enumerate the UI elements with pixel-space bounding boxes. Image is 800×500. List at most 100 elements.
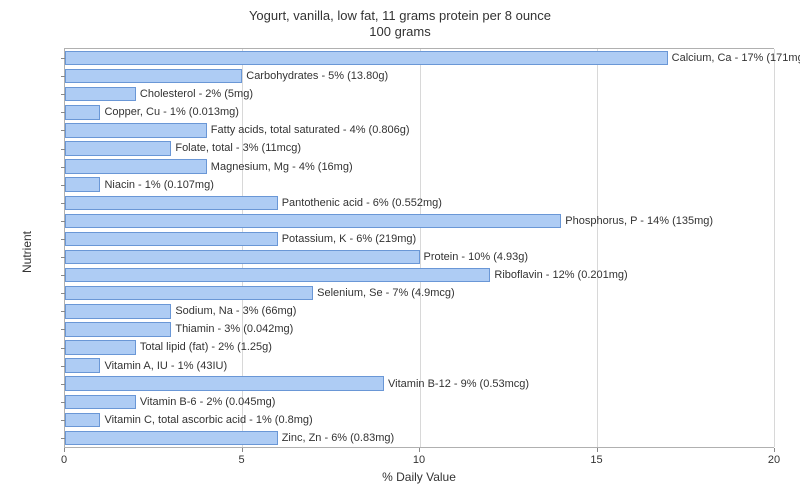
y-tick	[61, 203, 65, 204]
bar	[65, 340, 136, 354]
bar-label: Selenium, Se - 7% (4.9mcg)	[313, 284, 455, 302]
bar	[65, 159, 207, 173]
bar-row: Folate, total - 3% (11mcg)	[65, 139, 774, 157]
bar-label: Zinc, Zn - 6% (0.83mg)	[278, 429, 394, 447]
bar	[65, 87, 136, 101]
y-tick	[61, 149, 65, 150]
bar-row: Pantothenic acid - 6% (0.552mg)	[65, 194, 774, 212]
y-tick	[61, 402, 65, 403]
x-tick-mark	[242, 448, 243, 452]
bar	[65, 51, 668, 65]
bar	[65, 376, 384, 390]
chart-title-line2: 100 grams	[369, 24, 430, 39]
bar-row: Total lipid (fat) - 2% (1.25g)	[65, 338, 774, 356]
bar-row: Vitamin C, total ascorbic acid - 1% (0.8…	[65, 411, 774, 429]
bar-row: Fatty acids, total saturated - 4% (0.806…	[65, 121, 774, 139]
bar	[65, 322, 171, 336]
bar-row: Riboflavin - 12% (0.201mg)	[65, 266, 774, 284]
y-tick	[61, 384, 65, 385]
bar-label: Vitamin C, total ascorbic acid - 1% (0.8…	[100, 411, 312, 429]
chart-title-line1: Yogurt, vanilla, low fat, 11 grams prote…	[249, 8, 551, 23]
bar	[65, 214, 561, 228]
y-tick	[61, 58, 65, 59]
bar	[65, 304, 171, 318]
bars-container: Calcium, Ca - 17% (171mg)Carbohydrates -…	[65, 49, 774, 447]
y-tick	[61, 221, 65, 222]
x-tick-mark	[64, 448, 65, 452]
y-axis-label: Nutrient	[20, 231, 34, 273]
bar	[65, 196, 278, 210]
bar-label: Protein - 10% (4.93g)	[420, 248, 529, 266]
bar-label: Riboflavin - 12% (0.201mg)	[490, 266, 627, 284]
x-tick-mark	[597, 448, 598, 452]
bar	[65, 431, 278, 445]
bar	[65, 268, 490, 282]
bar-row: Protein - 10% (4.93g)	[65, 248, 774, 266]
bar-row: Zinc, Zn - 6% (0.83mg)	[65, 429, 774, 447]
bar	[65, 395, 136, 409]
y-tick	[61, 94, 65, 95]
x-tick-mark	[419, 448, 420, 452]
x-tick-mark	[774, 448, 775, 452]
bar-row: Niacin - 1% (0.107mg)	[65, 176, 774, 194]
bar	[65, 177, 100, 191]
x-tick-label: 5	[222, 454, 262, 466]
y-tick	[61, 130, 65, 131]
nutrient-chart: Yogurt, vanilla, low fat, 11 grams prote…	[0, 0, 800, 500]
bar-label: Magnesium, Mg - 4% (16mg)	[207, 158, 353, 176]
bar-row: Copper, Cu - 1% (0.013mg)	[65, 103, 774, 121]
chart-title: Yogurt, vanilla, low fat, 11 grams prote…	[0, 8, 800, 41]
y-tick	[61, 185, 65, 186]
bar-row: Sodium, Na - 3% (66mg)	[65, 302, 774, 320]
bar	[65, 250, 420, 264]
bar	[65, 105, 100, 119]
bar-label: Potassium, K - 6% (219mg)	[278, 230, 417, 248]
y-tick	[61, 112, 65, 113]
bar	[65, 358, 100, 372]
bar-label: Vitamin B-12 - 9% (0.53mcg)	[384, 375, 529, 393]
bar-row: Potassium, K - 6% (219mg)	[65, 230, 774, 248]
bar	[65, 286, 313, 300]
bar	[65, 232, 278, 246]
bar-row: Carbohydrates - 5% (13.80g)	[65, 67, 774, 85]
plot-area: Calcium, Ca - 17% (171mg)Carbohydrates -…	[64, 48, 774, 448]
x-tick-label: 10	[399, 454, 439, 466]
x-tick-label: 20	[754, 454, 794, 466]
y-tick	[61, 366, 65, 367]
bar-label: Niacin - 1% (0.107mg)	[100, 176, 213, 194]
bar-label: Sodium, Na - 3% (66mg)	[171, 302, 296, 320]
bar-label: Phosphorus, P - 14% (135mg)	[561, 212, 713, 230]
bar-row: Thiamin - 3% (0.042mg)	[65, 320, 774, 338]
bar-label: Thiamin - 3% (0.042mg)	[171, 320, 293, 338]
bar	[65, 413, 100, 427]
bar	[65, 69, 242, 83]
y-tick	[61, 438, 65, 439]
gridline	[774, 49, 775, 447]
bar-row: Calcium, Ca - 17% (171mg)	[65, 49, 774, 67]
bar-label: Vitamin A, IU - 1% (43IU)	[100, 357, 227, 375]
bar-row: Vitamin A, IU - 1% (43IU)	[65, 357, 774, 375]
bar-label: Folate, total - 3% (11mcg)	[171, 139, 301, 157]
y-tick	[61, 311, 65, 312]
y-tick	[61, 275, 65, 276]
bar-label: Fatty acids, total saturated - 4% (0.806…	[207, 121, 410, 139]
y-tick	[61, 167, 65, 168]
x-axis-label: % Daily Value	[64, 470, 774, 484]
y-tick	[61, 329, 65, 330]
bar-row: Cholesterol - 2% (5mg)	[65, 85, 774, 103]
bar-label: Copper, Cu - 1% (0.013mg)	[100, 103, 239, 121]
y-tick	[61, 293, 65, 294]
bar-row: Vitamin B-12 - 9% (0.53mcg)	[65, 375, 774, 393]
bar-label: Carbohydrates - 5% (13.80g)	[242, 67, 388, 85]
bar-row: Phosphorus, P - 14% (135mg)	[65, 212, 774, 230]
y-tick	[61, 257, 65, 258]
bar-label: Calcium, Ca - 17% (171mg)	[668, 49, 800, 67]
bar-label: Vitamin B-6 - 2% (0.045mg)	[136, 393, 276, 411]
y-tick	[61, 239, 65, 240]
y-tick	[61, 76, 65, 77]
x-tick-label: 0	[44, 454, 84, 466]
x-tick-label: 15	[577, 454, 617, 466]
bar-label: Total lipid (fat) - 2% (1.25g)	[136, 338, 272, 356]
y-tick	[61, 348, 65, 349]
bar-row: Vitamin B-6 - 2% (0.045mg)	[65, 393, 774, 411]
